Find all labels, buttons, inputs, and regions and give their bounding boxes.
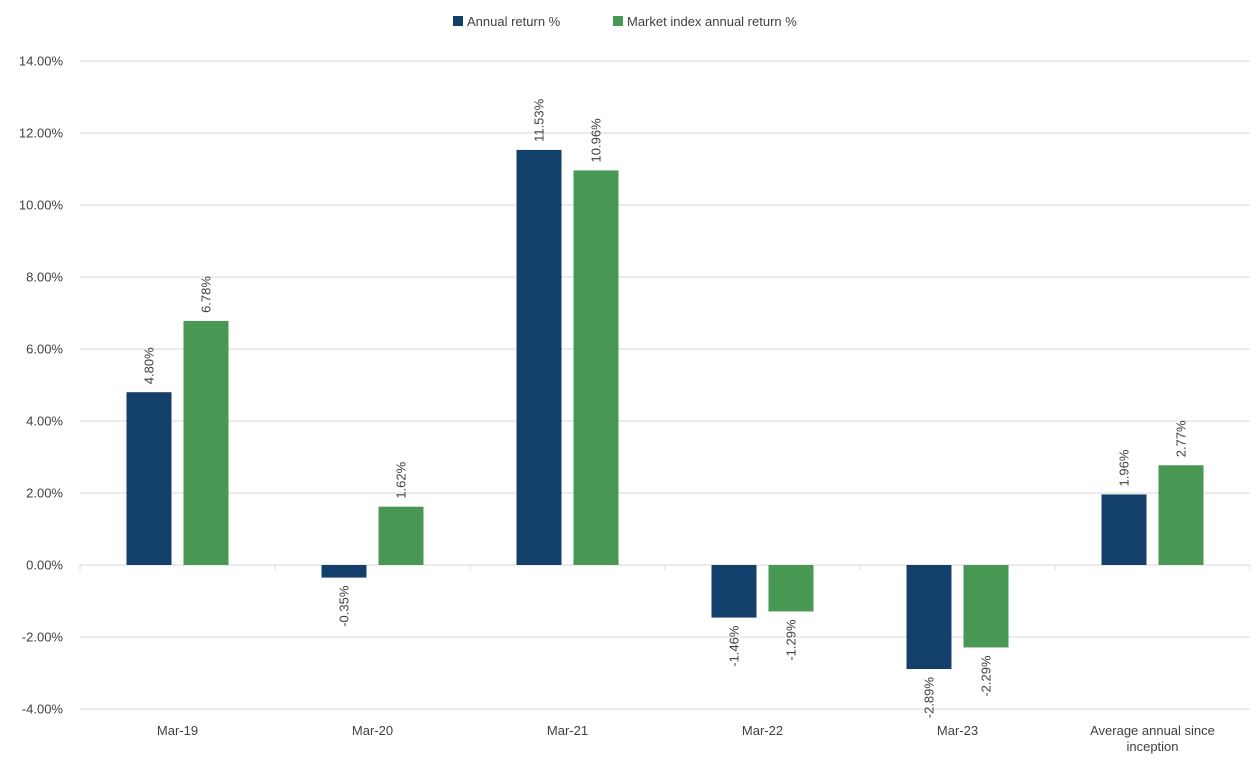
y-tick-label: 14.00% [19,54,64,69]
x-tick-label-line: Mar-19 [157,723,198,738]
data-label: 2.77% [1174,420,1189,457]
x-tick-label-line: Mar-22 [742,723,783,738]
bar [711,565,757,618]
legend: Annual return % Market index annual retu… [453,14,797,29]
data-label: -1.29% [784,619,799,661]
data-labels: 4.80% 6.78% -0.35% 1.62% 11.53% 10.96% -1.46% -… [142,98,1189,718]
bar [963,565,1009,648]
data-label: 10.96% [589,118,604,163]
x-tick-label: Mar-23 [937,723,978,738]
bar [516,149,562,566]
x-axis: Mar-19 Mar-20 Mar-21 Mar-22 Mar-23 Average an… [157,723,1215,754]
y-tick-label: 4.00% [26,414,63,429]
x-tick-label: Mar-22 [742,723,783,738]
data-label: 11.53% [532,98,547,142]
data-label: -2.89% [922,677,937,719]
legend-swatch-market-index [613,16,623,26]
data-label: 4.80% [142,347,157,384]
gridlines [79,60,1251,710]
data-label: 1.96% [1117,449,1132,486]
legend-label-annual-return: Annual return % [467,14,561,29]
data-label: -1.46% [727,625,742,667]
x-tick-label: Mar-21 [547,723,588,738]
x-tick-label: Mar-19 [157,723,198,738]
y-tick-label: 6.00% [26,342,63,357]
data-label: 1.62% [394,461,409,498]
x-tick-label-line: Mar-20 [352,723,393,738]
bar [321,565,367,578]
bar [1101,494,1147,565]
legend-label-market-index: Market index annual return % [627,14,797,29]
data-label: -0.35% [337,585,352,627]
y-axis: -4.00% -2.00% 0.00% 2.00% 4.00% 6.00% 8.00% 10.… [19,54,64,717]
y-tick-label: 10.00% [19,198,64,213]
data-label: 6.78% [199,276,214,313]
y-tick-label: 2.00% [26,486,63,501]
x-tick-label-line: Mar-21 [547,723,588,738]
bar [183,320,229,565]
bar [906,565,952,670]
data-label: -2.29% [979,655,994,697]
x-tick-label-line: inception [1126,739,1178,754]
x-tick-label: Average annual since inception [1090,723,1215,754]
bar [1158,465,1204,565]
bar [378,506,424,565]
y-tick-label: 8.00% [26,270,63,285]
y-tick-label: 12.00% [19,126,64,141]
bars [126,149,1204,670]
bar [768,565,814,612]
legend-swatch-annual-return [453,16,463,26]
x-tick-label: Mar-20 [352,723,393,738]
y-tick-label: -4.00% [22,702,64,717]
x-tick-label-line: Mar-23 [937,723,978,738]
bar [573,170,619,565]
x-tick-label-line: Average annual since [1090,723,1215,738]
bar [126,392,172,565]
y-tick-label: 0.00% [26,558,63,573]
y-tick-label: -2.00% [22,630,64,645]
